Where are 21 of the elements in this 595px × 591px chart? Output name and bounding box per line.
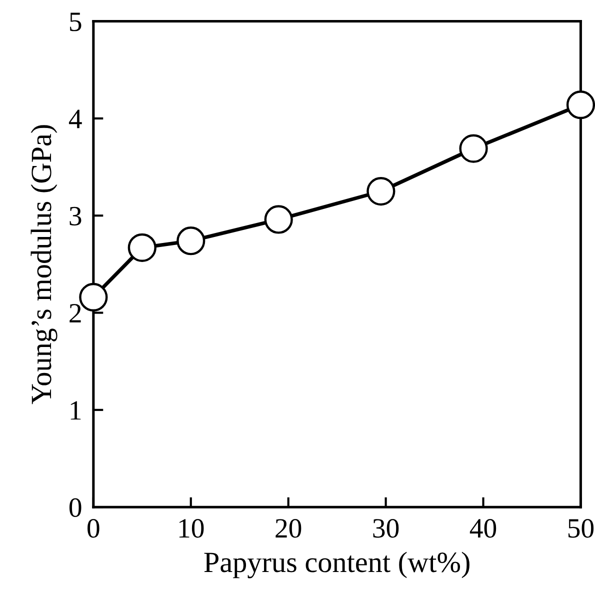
- point: [79, 282, 108, 312]
- point: [366, 177, 396, 206]
- point: [566, 90, 595, 120]
- y-tick-label: 5: [70, 12, 82, 32]
- x-tick-label: 0: [88, 518, 100, 538]
- x-tick-label: 50: [568, 518, 594, 538]
- point: [176, 226, 206, 256]
- x-axis-title: Papyrus content (wt%): [204, 552, 470, 578]
- x-tick-label: 20: [276, 518, 302, 538]
- point: [128, 233, 156, 262]
- y-tick-label: 4: [68, 110, 82, 128]
- y-tick-label: 0: [69, 498, 82, 517]
- x-tick-label: 10: [179, 518, 204, 538]
- y-tick-label: 1: [70, 401, 81, 420]
- x-tick-label: 40: [470, 518, 496, 538]
- x-tick-label: 30: [373, 518, 399, 538]
- point: [264, 205, 293, 234]
- y-tick-label: 3: [70, 206, 82, 226]
- y-tick-label: 2: [70, 304, 81, 322]
- y-axis-title: Young’s modulus (GPa): [30, 125, 58, 404]
- point: [459, 134, 488, 163]
